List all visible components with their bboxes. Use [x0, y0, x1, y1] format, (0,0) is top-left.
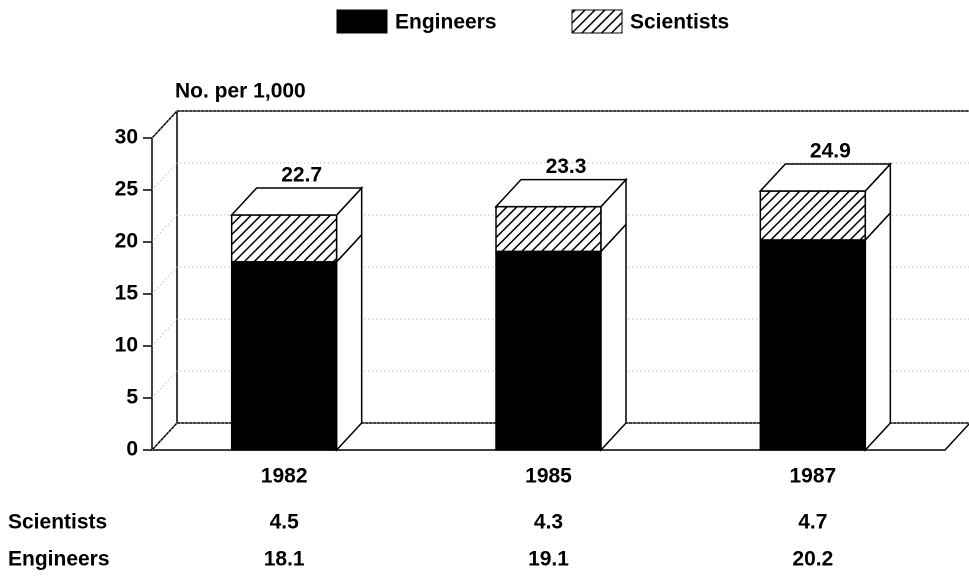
table-value: 4.7 — [798, 511, 827, 534]
total-label: 23.3 — [546, 155, 587, 178]
bar-top — [758, 163, 893, 192]
bar-top — [229, 187, 364, 216]
bar-front — [230, 214, 338, 263]
grid-line — [151, 110, 969, 139]
x-tick-label: 1987 — [789, 465, 836, 488]
legend-swatch — [571, 9, 623, 34]
back-wall — [151, 110, 969, 139]
bar-front — [495, 250, 602, 451]
y-tick-label: 10 — [115, 334, 138, 357]
y-tick-label: 20 — [115, 230, 138, 253]
x-tick-label: 1982 — [261, 465, 308, 488]
legend-label: Scientists — [630, 11, 729, 34]
grid-line — [151, 422, 969, 451]
bar-side — [864, 211, 892, 452]
table-value: 4.5 — [270, 511, 300, 534]
grid-line — [151, 266, 969, 295]
table-value: 4.3 — [534, 511, 563, 534]
table-row-label: Scientists — [8, 511, 107, 534]
table-row-label: Engineers — [8, 548, 110, 571]
bar-side — [600, 222, 627, 452]
bar-side — [335, 232, 363, 452]
grid-line — [151, 370, 969, 399]
grid-line — [151, 214, 969, 243]
y-tick-label: 15 — [115, 282, 139, 305]
x-tick-label: 1985 — [525, 465, 572, 488]
bar-front — [759, 190, 867, 241]
bar-top — [494, 178, 628, 208]
grid-line — [151, 318, 969, 347]
table-value: 20.2 — [792, 548, 833, 571]
y-axis-label: No. per 1,000 — [175, 80, 306, 103]
legend-label: Engineers — [395, 11, 497, 34]
y-tick-label: 0 — [126, 438, 138, 461]
bar-front — [495, 205, 602, 253]
y-tick-label: 25 — [115, 178, 139, 201]
grid-line — [151, 162, 969, 191]
total-label: 22.7 — [281, 164, 322, 187]
legend-swatch — [336, 9, 388, 34]
bar-front — [759, 239, 867, 451]
bar-front — [230, 261, 338, 451]
table-value: 18.1 — [264, 548, 305, 571]
y-tick-label: 30 — [115, 126, 138, 149]
total-label: 24.9 — [810, 140, 851, 163]
table-value: 19.1 — [528, 548, 569, 571]
y-tick-label: 5 — [126, 386, 138, 409]
